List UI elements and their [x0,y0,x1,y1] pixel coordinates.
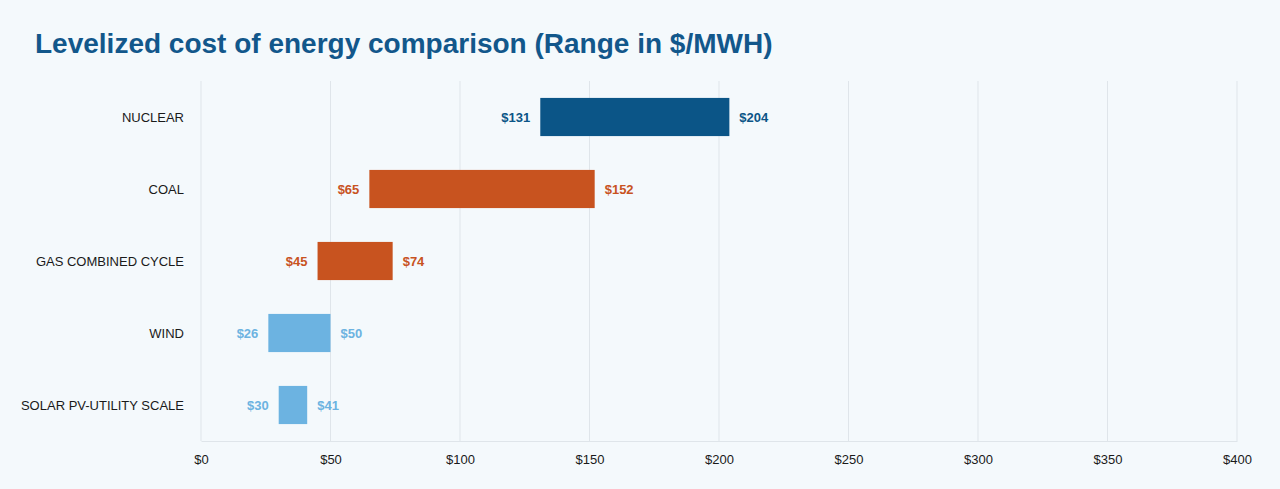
tick: $350 [1094,441,1123,467]
tick-label: $150 [576,452,605,467]
data-label: $65 [338,182,360,197]
category-label: GAS COMBINED CYCLE [36,254,184,269]
data-label: $41 [317,398,339,413]
tick-label: $350 [1094,452,1123,467]
data-label: $131 [501,110,530,125]
grid-line [460,81,461,441]
tick: $0 [194,441,208,467]
tick-label: $300 [964,452,993,467]
grid-line [201,81,202,441]
grid-line [1237,81,1238,441]
bar [369,170,594,208]
data-labels: $131 $204 $65 $152 $45 $74 $26 $50 $30 $41 [237,110,769,413]
grid [201,81,1237,441]
data-label: $152 [605,182,634,197]
category-label: WIND [149,326,184,341]
data-label: $45 [286,254,308,269]
tick-label: $250 [835,452,864,467]
chart: Levelized cost of energy comparison (Ran… [0,0,1280,489]
tick: $250 [835,441,864,467]
tick: $300 [964,441,993,467]
tick: $50 [320,441,342,467]
tick-label: $0 [194,452,208,467]
title: Levelized cost of energy comparison (Ran… [35,28,772,59]
data-label: $204 [739,110,769,125]
data-label: $26 [237,326,259,341]
grid-line [848,81,849,441]
tick-label: $400 [1223,452,1252,467]
x-axis: $0 $50 $100 $150 $200 $250 $300 $350 $400 [194,441,1252,467]
bar [268,314,330,352]
tick: $400 [1223,441,1252,467]
tick: $100 [446,441,475,467]
grid-line [1107,81,1108,441]
data-label: $50 [341,326,363,341]
axis-line [202,441,1238,442]
bar [318,242,393,280]
category-label: NUCLEAR [122,110,184,125]
data-label: $30 [247,398,269,413]
bar [540,98,729,136]
tick-label: $200 [705,452,734,467]
bars [268,98,729,424]
tick-label: $100 [446,452,475,467]
data-label: $74 [403,254,425,269]
category-label: SOLAR PV-UTILITY SCALE [21,398,184,413]
tick-label: $50 [320,452,342,467]
bar [279,386,307,424]
category-labels: NUCLEAR COAL GAS COMBINED CYCLE WIND SOLAR P… [21,110,184,413]
tick: $200 [705,441,734,467]
grid-line [978,81,979,441]
tick: $150 [576,441,605,467]
category-label: COAL [149,182,184,197]
